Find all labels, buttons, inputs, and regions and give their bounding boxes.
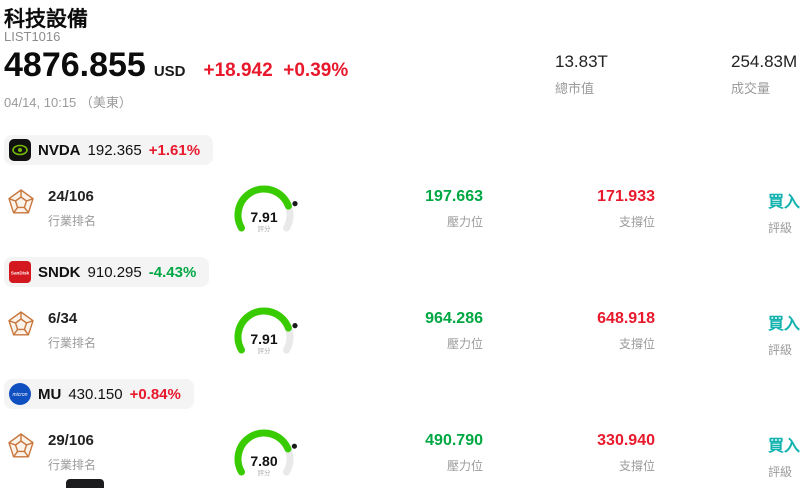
market-cap-stat: 13.83T 總市值 (555, 52, 608, 97)
rating-col: 買入 評級 (768, 432, 800, 480)
score-gauge: 7.91 評分 (234, 185, 298, 233)
volume-value: 254.83M (731, 52, 798, 71)
market-cap-value: 13.83T (555, 52, 608, 71)
stock-badge[interactable]: micron MU 430.150 +0.84% (4, 379, 194, 409)
rank-value: 24/106 (48, 188, 94, 205)
quote-timestamp: 04/14, 10:15 （美東） (4, 95, 132, 110)
sandisk-logo-icon: SanDisk (9, 261, 31, 283)
index-price: 4876.855 (4, 46, 146, 84)
svg-text:SanDisk: SanDisk (11, 270, 30, 275)
page-title: 科技設備 (4, 8, 88, 31)
rating-label: 評級 (768, 343, 793, 357)
industry-rank-icon (6, 187, 36, 217)
stock-change: +1.61% (148, 141, 201, 159)
stock-row-nvda[interactable]: NVDA 192.365 +1.61% 24/106 行業排名 (0, 135, 800, 255)
stock-change: -4.43% (148, 263, 197, 281)
rating-label: 評級 (768, 465, 793, 479)
support-label: 支撐位 (618, 459, 655, 473)
rank-label: 行業排名 (48, 336, 97, 350)
volume-label: 成交量 (731, 81, 771, 96)
support-col: 330.940 支撐位 (532, 432, 655, 474)
svg-text:評分: 評分 (258, 468, 272, 477)
svg-text:micron: micron (12, 392, 27, 398)
rank-value: 29/106 (48, 432, 94, 449)
index-change: +18.942 +0.39% (203, 60, 349, 81)
pressure-col: 197.663 壓力位 (360, 188, 483, 230)
index-price-row: 4876.855 USD +18.942 +0.39% (4, 46, 348, 85)
pressure-label: 壓力位 (446, 215, 483, 229)
support-value: 648.918 (597, 310, 655, 327)
stock-detail-row: 6/34 行業排名 7.91 評分 964.286 壓力位 648.918 支撐… (0, 301, 800, 363)
ticker-label: NVDA (38, 141, 81, 159)
ticker-label: SNDK (38, 263, 81, 281)
rating-col: 買入 評級 (768, 188, 800, 236)
support-value: 330.940 (597, 432, 655, 449)
buy-rating-link[interactable]: 買入 (768, 316, 800, 333)
stock-row-mu[interactable]: micron MU 430.150 +0.84% 29/106 行業排名 (0, 379, 800, 488)
support-col: 171.933 支撐位 (532, 188, 655, 230)
stock-price: 910.295 (87, 263, 142, 281)
score-gauge: 7.91 評分 (234, 307, 298, 355)
support-label: 支撐位 (618, 215, 655, 229)
pressure-value: 964.286 (425, 310, 483, 327)
nvda-logo-icon (9, 139, 31, 161)
pressure-value: 197.663 (425, 188, 483, 205)
buy-rating-link[interactable]: 買入 (768, 438, 800, 455)
volume-stat: 254.83M 成交量 (731, 52, 797, 97)
rank-label: 行業排名 (48, 458, 97, 472)
industry-rank: 29/106 行業排名 (48, 432, 96, 473)
industry-rank: 24/106 行業排名 (48, 188, 96, 229)
rating-col: 買入 評級 (768, 310, 800, 358)
support-col: 648.918 支撐位 (532, 310, 655, 352)
pressure-label: 壓力位 (446, 337, 483, 351)
stock-detail-row: 24/106 行業排名 7.91 評分 197.663 壓力位 171.933 … (0, 179, 800, 241)
pressure-col: 964.286 壓力位 (360, 310, 483, 352)
rank-value: 6/34 (48, 310, 78, 327)
pressure-col: 490.790 壓力位 (360, 432, 483, 474)
buy-rating-link[interactable]: 買入 (768, 194, 800, 211)
support-value: 171.933 (597, 188, 655, 205)
stock-badge[interactable]: NVDA 192.365 +1.61% (4, 135, 214, 165)
stock-row-sndk[interactable]: SanDisk SNDK 910.295 -4.43% 6/34 行業排名 (0, 257, 800, 377)
svg-text:評分: 評分 (258, 224, 272, 233)
ticker-label: MU (38, 385, 62, 403)
stock-detail-row: 29/106 行業排名 7.80 評分 490.790 壓力位 330.940 … (0, 423, 800, 485)
industry-rank-icon (6, 431, 36, 461)
micron-logo-icon: micron (9, 383, 31, 405)
rating-label: 評級 (768, 221, 793, 235)
stock-price: 430.150 (68, 385, 123, 403)
pressure-label: 壓力位 (446, 459, 483, 473)
rank-label: 行業排名 (48, 214, 97, 228)
next-row-logo-partial[interactable] (66, 479, 104, 488)
svg-text:評分: 評分 (258, 346, 272, 355)
score-gauge: 7.80 評分 (234, 429, 297, 477)
industry-rank: 6/34 行業排名 (48, 310, 96, 351)
currency-label: USD (153, 63, 186, 80)
pressure-value: 490.790 (425, 432, 483, 449)
svg-text:7.80: 7.80 (250, 453, 277, 469)
stock-change: +0.84% (129, 385, 181, 403)
industry-rank-icon (6, 309, 36, 339)
stock-badge[interactable]: SanDisk SNDK 910.295 -4.43% (4, 257, 210, 287)
svg-text:7.91: 7.91 (250, 331, 277, 347)
stock-price: 192.365 (87, 141, 142, 159)
list-id: LIST1016 (4, 29, 61, 44)
svg-text:7.91: 7.91 (250, 209, 277, 225)
support-label: 支撐位 (618, 337, 655, 351)
market-cap-label: 總市值 (555, 81, 595, 96)
